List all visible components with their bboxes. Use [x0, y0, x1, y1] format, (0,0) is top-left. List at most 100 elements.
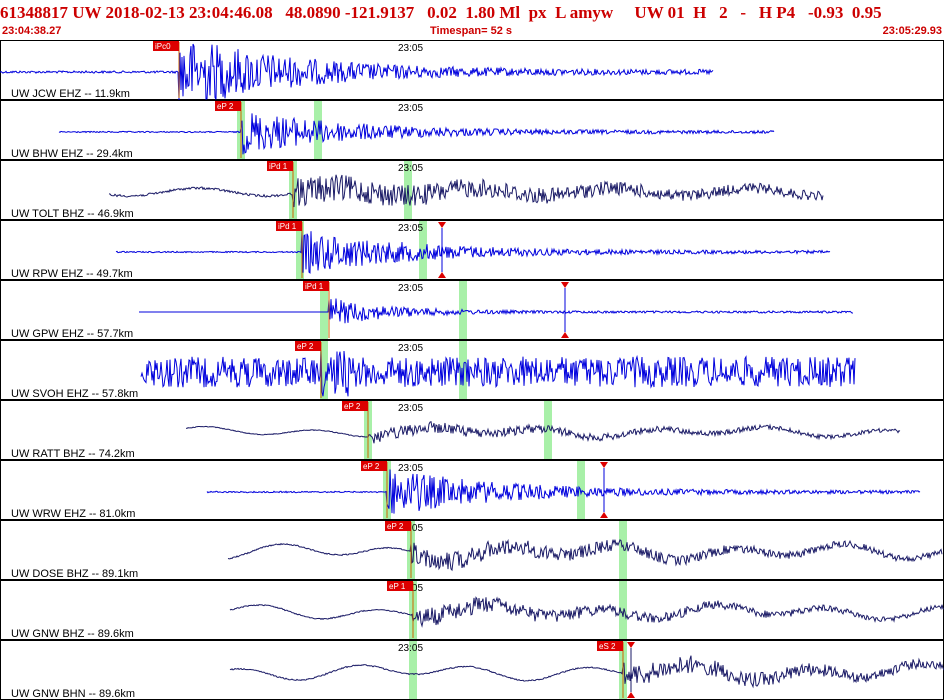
- event-lat: 48.0890: [285, 3, 341, 22]
- pick-label-box[interactable]: [267, 161, 293, 171]
- time-tick-label: 23:05: [398, 103, 423, 114]
- pick-label-box[interactable]: [342, 401, 368, 411]
- trace-label: UW TOLT BHZ -- 46.9km: [11, 208, 134, 220]
- amplitude-marker-bottom: [627, 692, 635, 698]
- waveform-trace: [227, 538, 943, 572]
- trace-label: UW JCW EHZ -- 11.9km: [11, 88, 130, 100]
- timespan-label: Timespan= 52 s: [430, 25, 513, 37]
- event-network: UW: [72, 3, 102, 22]
- pick-label[interactable]: eP 2: [297, 342, 314, 351]
- amplitude-marker-bottom: [561, 332, 569, 338]
- trace-row[interactable]: 23:05 iPd 1 UW RPW EHZ -- 49.7km: [0, 220, 944, 281]
- pick-label-box[interactable]: [385, 521, 411, 531]
- time-tick-label: 23:05: [398, 223, 423, 234]
- pick-label[interactable]: iPd 1: [278, 222, 297, 231]
- trace-label: UW RPW EHZ -- 49.7km: [11, 268, 133, 280]
- pick-label[interactable]: iPc0: [155, 42, 171, 51]
- theoretical-arrival-band: [296, 221, 304, 279]
- trace-row[interactable]: 23:05 eP 2 UW WRW EHZ -- 81.0km: [0, 460, 944, 521]
- waveform-trace: [140, 348, 856, 397]
- pick-label[interactable]: iPd 1: [269, 162, 288, 171]
- amplitude-marker-top: [600, 462, 608, 468]
- trace-row[interactable]: 23:05 iPc0 UW JCW EHZ -- 11.9km: [0, 40, 944, 101]
- pick-label-box[interactable]: [276, 221, 302, 231]
- trace-label: UW GPW EHZ -- 57.7km: [11, 328, 133, 340]
- pick-label-box[interactable]: [303, 281, 329, 291]
- pick-label-box[interactable]: [361, 461, 387, 471]
- event-h1: H: [693, 3, 707, 22]
- time-tick-label: 23:05: [398, 163, 423, 174]
- event-etype: px: [528, 3, 547, 22]
- event-v1: -0.93: [807, 3, 844, 22]
- trace-panel-border: [0, 580, 944, 640]
- event-flag: L: [555, 3, 566, 22]
- theoretical-arrival-band: [409, 641, 417, 699]
- pick-label-box[interactable]: [387, 581, 413, 591]
- event-v2: 0.95: [851, 3, 882, 22]
- pick-label-box[interactable]: [215, 101, 241, 111]
- trace-label: UW WRW EHZ -- 81.0km: [11, 508, 135, 520]
- trace-row[interactable]: 23:05 iPd 1 UW GPW EHZ -- 57.7km: [0, 280, 944, 341]
- seismogram-panel[interactable]: 23:05 iPc0 UW JCW EHZ -- 11.9km 23:05 eP 2 UW…: [0, 40, 944, 700]
- event-user: amyw: [569, 3, 614, 22]
- theoretical-arrival-band: [544, 401, 552, 459]
- event-magnitude: 1.80: [465, 3, 496, 22]
- trace-label: UW RATT BHZ -- 74.2km: [11, 448, 135, 460]
- trace-label: UW BHW EHZ -- 29.4km: [11, 148, 133, 160]
- time-tick-label: 23:05: [398, 463, 423, 474]
- theoretical-arrival-band: [459, 281, 467, 339]
- pick-label-box[interactable]: [153, 41, 179, 51]
- trace-label: UW GNW BHZ -- 89.6km: [11, 628, 134, 640]
- trace-panel-border: [0, 460, 944, 520]
- waveform-trace: [108, 174, 824, 208]
- theoretical-arrival-band: [619, 521, 627, 579]
- time-tick-label: 23:05: [398, 283, 423, 294]
- waveform-trace: [185, 421, 901, 444]
- theoretical-arrival-band: [619, 581, 627, 639]
- pick-label[interactable]: eP 2: [363, 462, 380, 471]
- trace-panel-border: [0, 100, 944, 160]
- pick-label[interactable]: eP 2: [217, 102, 234, 111]
- trace-panel-border: [0, 40, 944, 100]
- trace-row[interactable]: 23:05 eP 2 UW SVOH EHZ -- 57.8km: [0, 340, 944, 401]
- trace-panel-border: [0, 280, 944, 340]
- pick-label-box[interactable]: [295, 341, 321, 351]
- trace-label: UW SVOH EHZ -- 57.8km: [11, 388, 138, 400]
- event-mag-type: Ml: [499, 3, 521, 22]
- pick-label[interactable]: eP 2: [387, 522, 404, 531]
- end-time: 23:05:29.93: [882, 25, 942, 37]
- time-tick-label: 23:05: [398, 43, 423, 54]
- time-tick-label: 23:05: [398, 643, 423, 654]
- theoretical-arrival-band: [320, 281, 328, 339]
- trace-panel-border: [0, 640, 944, 700]
- theoretical-arrival-band: [577, 461, 585, 519]
- trace-row[interactable]: 23:05 iPd 1 UW TOLT BHZ -- 46.9km: [0, 160, 944, 221]
- time-tick-label: 23:05: [398, 343, 423, 354]
- waveform-trace: [229, 596, 944, 628]
- event-datetime: 2018-02-13 23:04:46.08: [105, 3, 273, 22]
- amplitude-marker-bottom: [438, 272, 446, 278]
- event-h4: H: [758, 3, 773, 22]
- waveform-trace: [229, 655, 944, 689]
- pick-label[interactable]: eP 2: [344, 402, 361, 411]
- trace-row[interactable]: 23:05 eS 2 UW GNW BHN -- 89.6km: [0, 640, 944, 700]
- trace-label: UW DOSE BHZ -- 89.1km: [11, 568, 138, 580]
- amplitude-marker-bottom: [600, 512, 608, 518]
- time-tick-label: 23:05: [398, 403, 423, 414]
- event-h3: -: [740, 3, 747, 22]
- pick-label[interactable]: eP 1: [389, 582, 406, 591]
- amplitude-marker-top: [561, 282, 569, 288]
- trace-panel-border: [0, 340, 944, 400]
- waveform-trace: [115, 231, 831, 274]
- trace-row[interactable]: 23:05 eP 2 UW BHW EHZ -- 29.4km: [0, 100, 944, 161]
- pick-label[interactable]: iPd 1: [305, 282, 324, 291]
- trace-row[interactable]: 23:05 eP 2 UW RATT BHZ -- 74.2km: [0, 400, 944, 461]
- pick-label[interactable]: eS 2: [599, 642, 616, 651]
- pick-label-box[interactable]: [597, 641, 623, 651]
- amplitude-marker-top: [627, 642, 635, 648]
- event-h5: P4: [776, 3, 796, 22]
- waveform-trace: [206, 469, 921, 514]
- event-h2: 2: [719, 3, 728, 22]
